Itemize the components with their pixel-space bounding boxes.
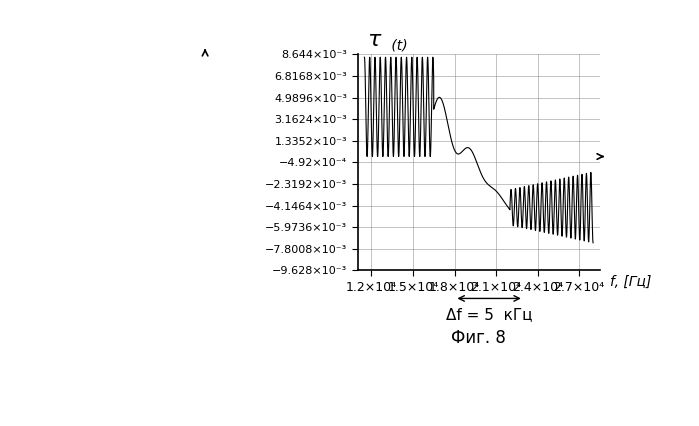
- Text: Фиг. 8: Фиг. 8: [452, 329, 506, 347]
- Text: Δf = 5  кГц: Δf = 5 кГц: [446, 307, 533, 322]
- Text: $\tau$: $\tau$: [367, 30, 382, 50]
- Text: f, [Гц]: f, [Гц]: [610, 275, 651, 289]
- Text: (t): (t): [387, 38, 408, 52]
